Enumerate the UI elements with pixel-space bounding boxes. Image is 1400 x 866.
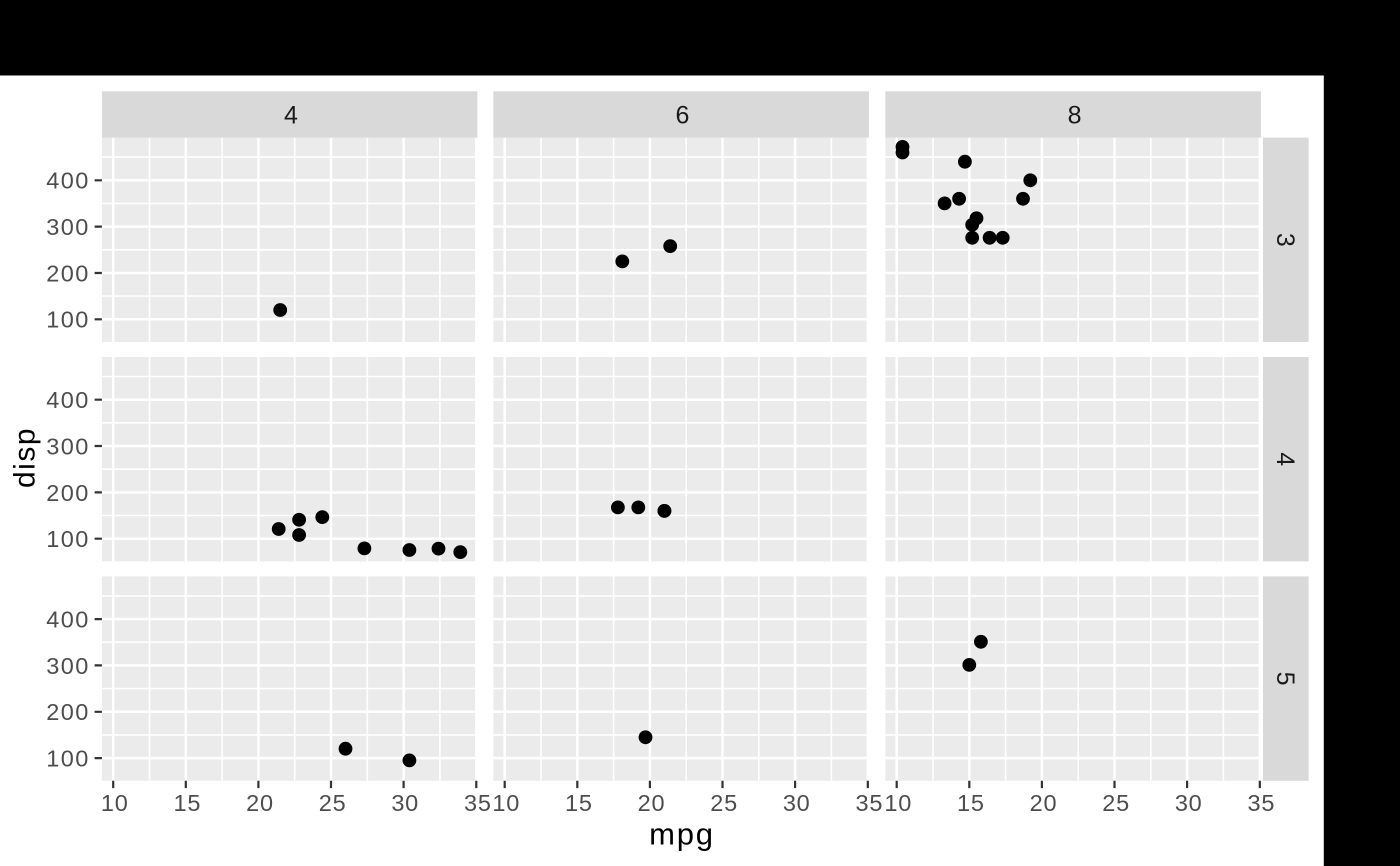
svg-text:25: 25	[710, 790, 738, 816]
svg-text:200: 200	[46, 699, 89, 725]
svg-text:8: 8	[1068, 102, 1082, 130]
svg-text:300: 300	[46, 653, 89, 679]
svg-text:20: 20	[638, 790, 666, 816]
svg-text:200: 200	[46, 260, 89, 286]
svg-text:300: 300	[46, 433, 89, 459]
svg-text:400: 400	[46, 607, 89, 633]
svg-text:15: 15	[174, 790, 202, 816]
svg-text:100: 100	[46, 526, 89, 552]
svg-text:100: 100	[46, 307, 89, 333]
svg-text:400: 400	[46, 168, 89, 194]
svg-text:20: 20	[246, 790, 274, 816]
svg-text:disp: disp	[9, 427, 42, 488]
svg-text:100: 100	[46, 746, 89, 772]
svg-text:15: 15	[565, 790, 593, 816]
svg-text:3: 3	[1271, 233, 1299, 247]
svg-text:30: 30	[391, 790, 419, 816]
svg-text:30: 30	[1175, 790, 1203, 816]
svg-text:mpg: mpg	[649, 817, 715, 852]
svg-text:25: 25	[1102, 790, 1130, 816]
svg-text:25: 25	[319, 790, 347, 816]
svg-text:35: 35	[856, 790, 884, 816]
svg-text:6: 6	[676, 102, 690, 130]
svg-text:35: 35	[464, 790, 492, 816]
svg-text:300: 300	[46, 214, 89, 240]
svg-text:10: 10	[101, 790, 129, 816]
svg-text:5: 5	[1271, 672, 1299, 686]
svg-text:400: 400	[46, 387, 89, 413]
svg-text:35: 35	[1248, 790, 1276, 816]
svg-text:30: 30	[783, 790, 811, 816]
svg-text:10: 10	[492, 790, 520, 816]
svg-text:4: 4	[1271, 452, 1299, 466]
svg-text:200: 200	[46, 480, 89, 506]
svg-text:15: 15	[957, 790, 985, 816]
svg-text:10: 10	[884, 790, 912, 816]
svg-text:4: 4	[284, 102, 298, 130]
svg-text:20: 20	[1030, 790, 1058, 816]
